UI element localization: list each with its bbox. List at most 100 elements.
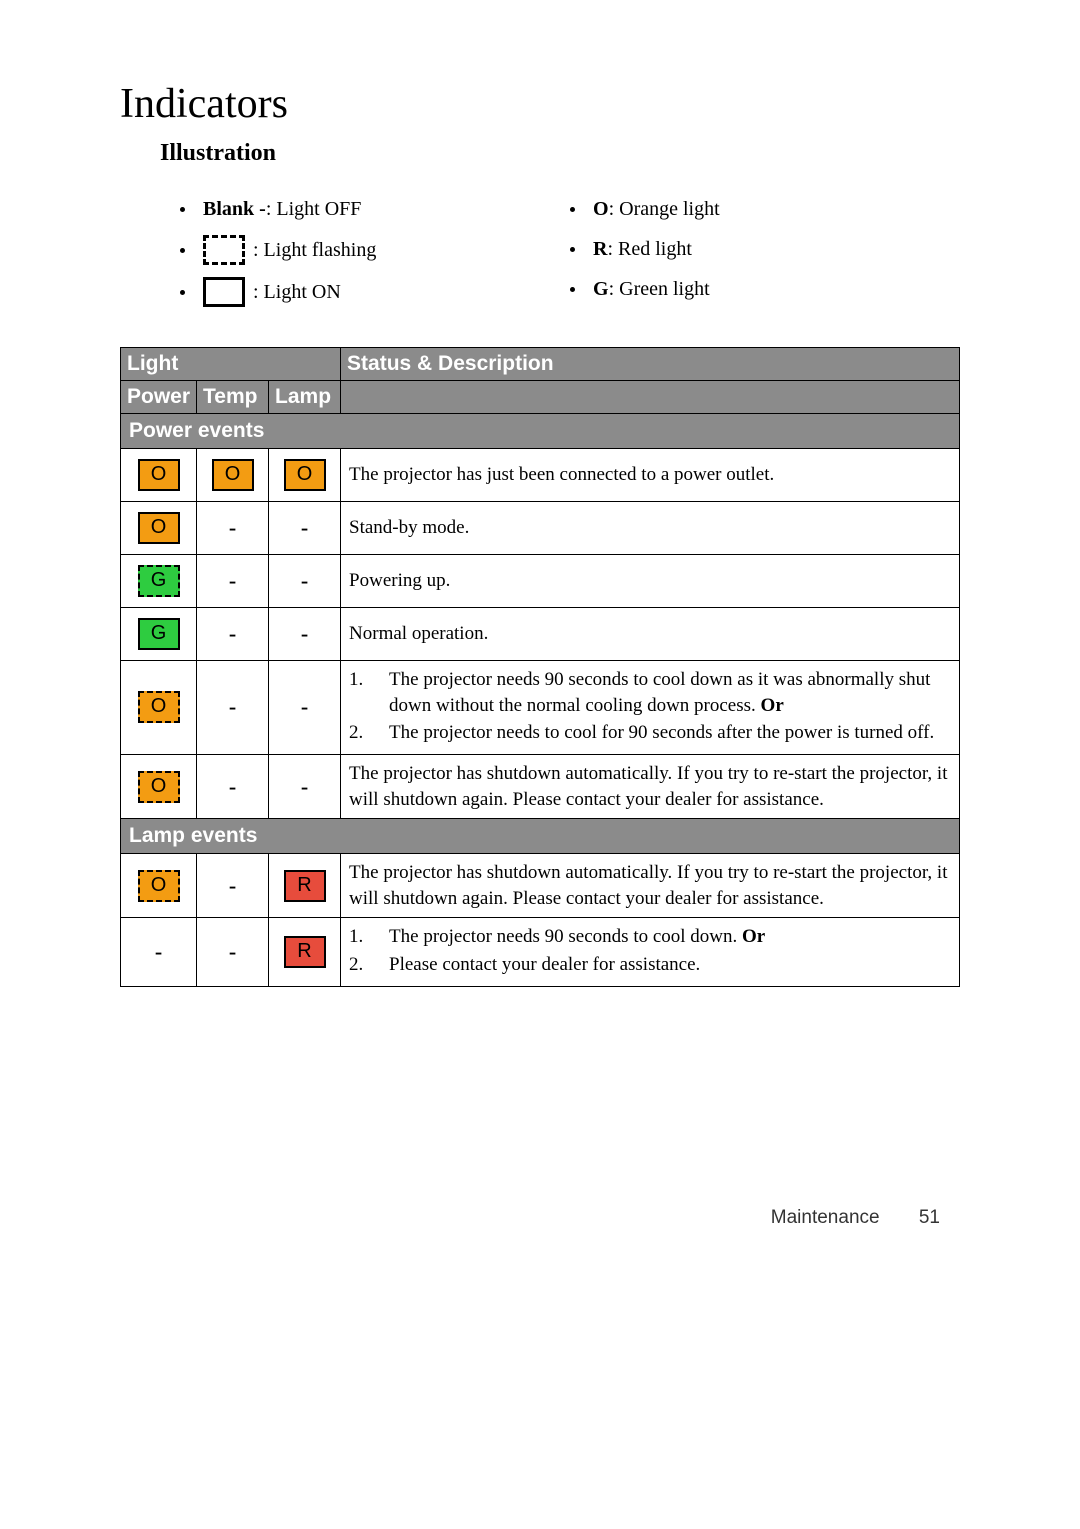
light-indicator-icon: R xyxy=(284,936,326,968)
lamp-cell: - xyxy=(269,754,341,818)
page-subtitle: Illustration xyxy=(120,140,960,167)
description-cell: 1.The projector needs 90 seconds to cool… xyxy=(341,918,960,986)
footer-label: Maintenance xyxy=(771,1207,880,1228)
dash-icon: - xyxy=(229,939,236,964)
light-indicator-icon: O xyxy=(138,512,180,544)
table-row: - - R 1.The projector needs 90 seconds to c… xyxy=(121,918,960,986)
legend-text: Blank -: Light OFF xyxy=(203,195,361,223)
power-cell: G xyxy=(121,555,197,608)
temp-cell: - xyxy=(197,918,269,986)
footer-pagenum: 51 xyxy=(919,1207,940,1228)
description-cell: The projector has shutdown automatically… xyxy=(341,754,960,818)
power-cell: - xyxy=(121,918,197,986)
light-indicator-icon: G xyxy=(138,618,180,650)
legend-text: : Light ON xyxy=(253,278,341,306)
dash-icon: - xyxy=(229,873,236,898)
description-cell: The projector has just been connected to… xyxy=(341,449,960,502)
temp-cell: - xyxy=(197,854,269,918)
bullet-icon xyxy=(180,207,185,212)
header-temp: Temp xyxy=(197,381,269,414)
dash-icon: - xyxy=(301,621,308,646)
legend-item: O: Orange light xyxy=(570,195,960,223)
lamp-cell: - xyxy=(269,555,341,608)
dash-icon: - xyxy=(301,515,308,540)
light-indicator-icon: O xyxy=(138,459,180,491)
light-indicator-icon: R xyxy=(284,870,326,902)
power-cell: O xyxy=(121,449,197,502)
lamp-cell: R xyxy=(269,854,341,918)
header-light: Light xyxy=(121,348,341,381)
temp-cell: - xyxy=(197,555,269,608)
light-flashing-icon xyxy=(203,235,245,265)
legend-left: Blank -: Light OFF : Light flashing : Ligh… xyxy=(180,195,570,319)
description-cell: Powering up. xyxy=(341,555,960,608)
light-indicator-icon: O xyxy=(284,459,326,491)
power-cell: O xyxy=(121,754,197,818)
power-cell: G xyxy=(121,608,197,661)
dash-icon: - xyxy=(229,694,236,719)
header-power: Power xyxy=(121,381,197,414)
temp-cell: - xyxy=(197,661,269,755)
lamp-cell: R xyxy=(269,918,341,986)
temp-cell: O xyxy=(197,449,269,502)
temp-cell: - xyxy=(197,608,269,661)
bullet-icon xyxy=(570,207,575,212)
legend-item: Blank -: Light OFF xyxy=(180,195,570,223)
dash-icon: - xyxy=(155,939,162,964)
legend-text: O: Orange light xyxy=(593,195,720,223)
light-on-icon xyxy=(203,277,245,307)
page-title: Indicators xyxy=(120,80,960,128)
section-header: Lamp events xyxy=(121,819,960,854)
legend-text: R: Red light xyxy=(593,235,692,263)
description-cell: Normal operation. xyxy=(341,608,960,661)
header-status-blank xyxy=(341,381,960,414)
bullet-icon xyxy=(180,248,185,253)
temp-cell: - xyxy=(197,502,269,555)
dash-icon: - xyxy=(229,568,236,593)
table-row: O - - Stand-by mode. xyxy=(121,502,960,555)
description-cell: The projector has shutdown automatically… xyxy=(341,854,960,918)
table-row: O - - 1.The projector needs 90 seconds to c… xyxy=(121,661,960,755)
legend-item: : Light flashing xyxy=(180,235,570,265)
dash-icon: - xyxy=(301,774,308,799)
header-lamp: Lamp xyxy=(269,381,341,414)
indicators-table: Light Status & Description Power Temp La… xyxy=(120,347,960,987)
bullet-icon xyxy=(570,287,575,292)
table-row: O - R The projector has shutdown automatica… xyxy=(121,854,960,918)
light-indicator-icon: O xyxy=(138,691,180,723)
bullet-icon xyxy=(180,290,185,295)
lamp-cell: - xyxy=(269,608,341,661)
header-status: Status & Description xyxy=(341,348,960,381)
power-cell: O xyxy=(121,502,197,555)
legend-text: : Light flashing xyxy=(253,236,376,264)
dash-icon: - xyxy=(229,621,236,646)
lamp-cell: - xyxy=(269,502,341,555)
legend-right: O: Orange light R: Red light G: Green ligh… xyxy=(570,195,960,319)
light-indicator-icon: O xyxy=(212,459,254,491)
legend: Blank -: Light OFF : Light flashing : Ligh… xyxy=(120,195,960,319)
description-cell: Stand-by mode. xyxy=(341,502,960,555)
dash-icon: - xyxy=(301,568,308,593)
light-indicator-icon: G xyxy=(138,565,180,597)
legend-text: G: Green light xyxy=(593,275,710,303)
dash-icon: - xyxy=(301,694,308,719)
table-row: G - - Powering up. xyxy=(121,555,960,608)
dash-icon: - xyxy=(229,515,236,540)
light-indicator-icon: O xyxy=(138,870,180,902)
table-row: OOOThe projector has just been connected… xyxy=(121,449,960,502)
light-indicator-icon: O xyxy=(138,771,180,803)
power-cell: O xyxy=(121,854,197,918)
section-header: Power events xyxy=(121,414,960,449)
table-row: O - - The projector has shutdown automatica… xyxy=(121,754,960,818)
page-footer: Maintenance 51 xyxy=(120,1207,960,1229)
temp-cell: - xyxy=(197,754,269,818)
bullet-icon xyxy=(570,247,575,252)
table-row: G - - Normal operation. xyxy=(121,608,960,661)
legend-item: : Light ON xyxy=(180,277,570,307)
lamp-cell: O xyxy=(269,449,341,502)
power-cell: O xyxy=(121,661,197,755)
description-cell: 1.The projector needs 90 seconds to cool… xyxy=(341,661,960,755)
dash-icon: - xyxy=(229,774,236,799)
legend-item: G: Green light xyxy=(570,275,960,303)
lamp-cell: - xyxy=(269,661,341,755)
